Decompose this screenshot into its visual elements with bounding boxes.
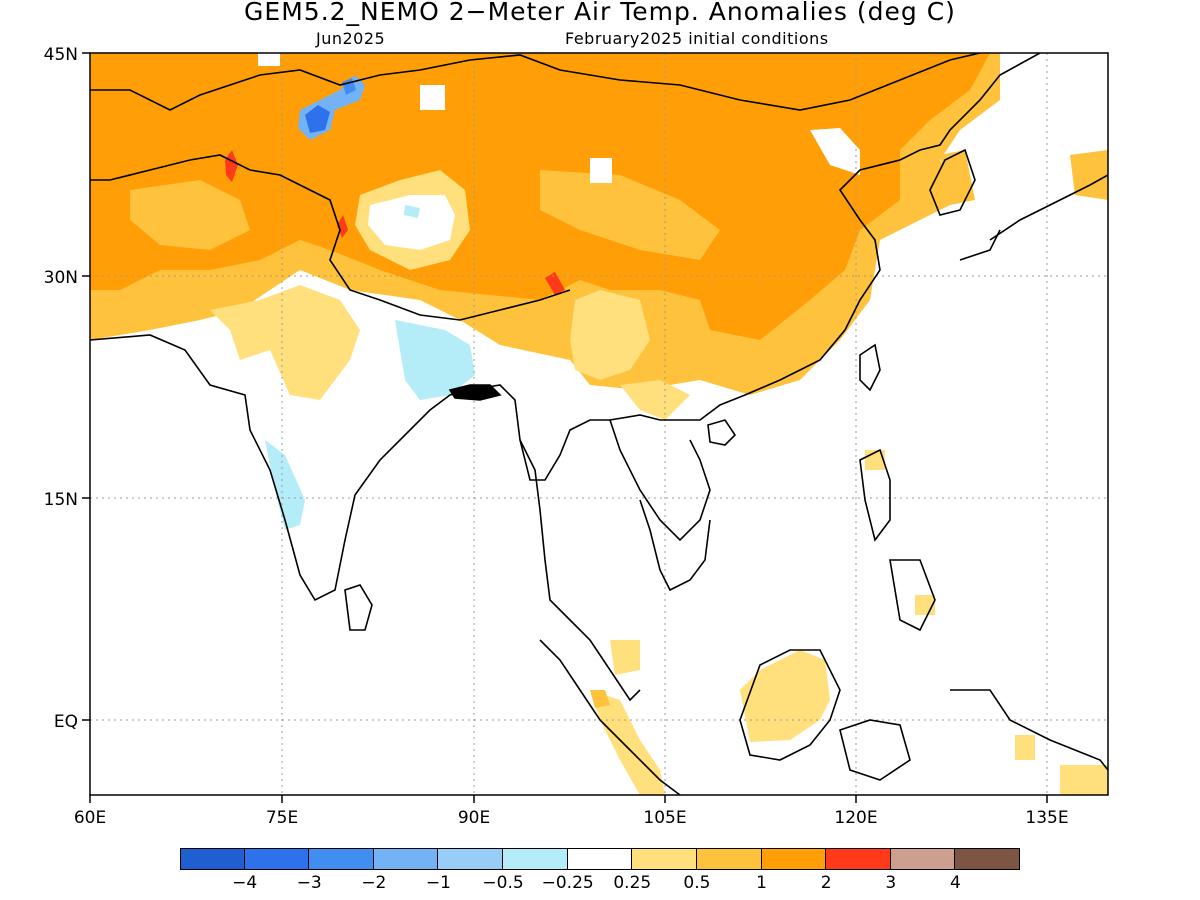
- shaded-anomalies: [90, 53, 1108, 795]
- hole-4: [810, 128, 860, 175]
- region-newguinea-warm: [1060, 765, 1108, 795]
- colorbar-swatch: [761, 848, 827, 870]
- region-borneo-warm: [740, 650, 830, 742]
- lon-label-135e: 135E: [1025, 808, 1068, 828]
- colorbar-swatch: [180, 848, 245, 870]
- lat-label-eq: EQ: [54, 712, 78, 732]
- hole-3: [258, 53, 280, 66]
- region-bengal-cool: [395, 320, 475, 400]
- lon-label-90e: 90E: [458, 808, 490, 828]
- coastlines: [90, 53, 1108, 795]
- colorbar-label: −0.5: [482, 873, 524, 893]
- hole-2: [590, 158, 612, 183]
- colorbar-label: 2: [820, 873, 832, 893]
- colorbar-swatch: [826, 848, 891, 870]
- lon-label-105e: 105E: [643, 808, 686, 828]
- region-tibet-cool: [404, 205, 420, 218]
- region-afghan-lighter: [130, 180, 250, 250]
- hot-spot-hindukush: [225, 150, 238, 182]
- colorbar-swatch: [632, 848, 697, 870]
- colorbar-label: 1: [756, 873, 767, 893]
- region-indochina-north: [620, 380, 690, 420]
- region-tibet-white: [368, 195, 455, 250]
- hot-spot-yunnan: [545, 272, 565, 295]
- tick-marks: [82, 52, 1048, 803]
- region-sumatra-orange: [590, 690, 610, 708]
- region-india-westcoast-cool: [265, 440, 305, 530]
- lon-label-60e: 60E: [74, 808, 106, 828]
- colorbar-label: −1: [425, 873, 451, 893]
- colorbar-swatch: [567, 848, 633, 870]
- hot-spot-karakoram: [337, 215, 348, 238]
- lat-label-15n: 15N: [44, 490, 78, 510]
- colorbar-label: 0.5: [683, 873, 711, 893]
- colorbar-swatch: [309, 848, 374, 870]
- forecast-month: Jun2025: [316, 29, 386, 48]
- colorbar-label: −2: [361, 873, 387, 893]
- lon-label-120e: 120E: [834, 808, 877, 828]
- chart-title: GEM5.2_NEMO 2−Meter Air Temp. Anomalies …: [244, 0, 956, 26]
- lat-label-30n: 30N: [44, 268, 78, 288]
- region-sumatra-warm: [590, 690, 665, 795]
- colorbar-label: 3: [885, 873, 897, 893]
- plot-frame: [89, 52, 1109, 796]
- lat-label-45n: 45N: [44, 45, 78, 65]
- colorbar-label: 4: [949, 873, 961, 893]
- region-kyrgyz-cold-core: [305, 105, 330, 133]
- region-yunnan: [570, 290, 650, 380]
- region-china-lighter: [540, 170, 720, 260]
- colorbar-swatch: [955, 848, 1020, 870]
- colorbar-swatch: [890, 848, 956, 870]
- colorbar-swatch: [696, 848, 762, 870]
- colorbar-swatch: [503, 848, 568, 870]
- colorbar-swatch: [438, 848, 504, 870]
- region-papua-warm: [1015, 735, 1035, 760]
- colorbar-swatch: [373, 848, 439, 870]
- initial-conditions: February2025 initial conditions: [565, 29, 829, 48]
- colorbar-swatch: [244, 848, 310, 870]
- colorbar-label: −3: [296, 873, 322, 893]
- lon-label-75e: 75E: [266, 808, 298, 828]
- hole-1: [420, 85, 445, 110]
- colorbar-label: −4: [232, 873, 258, 893]
- grid-lines: [90, 53, 1108, 795]
- region-japan-warm: [1070, 150, 1108, 200]
- region-india-north: [210, 285, 360, 400]
- region-malay-warm: [610, 640, 640, 675]
- colorbar-label: −0.25: [541, 873, 594, 893]
- colorbar-label: 0.25: [613, 873, 652, 893]
- region-korea-warm: [940, 150, 975, 205]
